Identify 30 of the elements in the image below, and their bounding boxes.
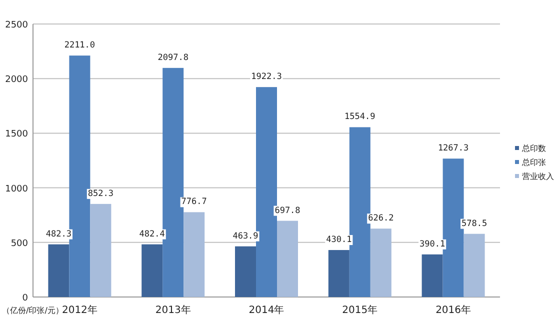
data-label: 482.3 [46,229,72,240]
data-label: 2211.0 [64,40,96,51]
y-tick-label: 500 [10,238,28,249]
data-label: 463.9 [232,231,258,242]
legend-label: 总印张 [521,158,546,167]
y-tick-label: 2000 [5,75,28,86]
legend-label: 营业收入 [522,172,554,181]
x-tick-label: 2014年 [248,304,284,316]
text: （亿份/印张/元） [2,306,64,315]
y-tick-label: 2500 [5,20,28,30]
x-tick-label: 2012年 [62,304,98,316]
data-label: 1922.3 [251,72,282,82]
data-label: 697.8 [274,206,300,216]
x-tick-label: 2013年 [155,304,191,316]
data-label: 776.7 [181,197,207,208]
y-tick-label: 1500 [5,130,28,140]
data-label: 482.4 [139,229,165,240]
y-tick-label: 1000 [5,184,28,194]
y-tick-label: 0 [22,294,28,304]
data-label: 390.1 [420,239,446,250]
x-tick-label: 2016年 [436,304,472,316]
x-tick-label: 2015年 [342,304,378,316]
data-label: 626.2 [368,214,394,224]
data-label: 430.1 [326,235,352,246]
data-label: 1267.3 [438,144,469,154]
data-label: 852.3 [88,188,114,199]
data-label: 2097.8 [158,52,188,63]
legend-label: 总印数 [521,144,546,153]
data-label: 578.5 [462,218,488,229]
data-label: 1554.9 [344,112,376,122]
